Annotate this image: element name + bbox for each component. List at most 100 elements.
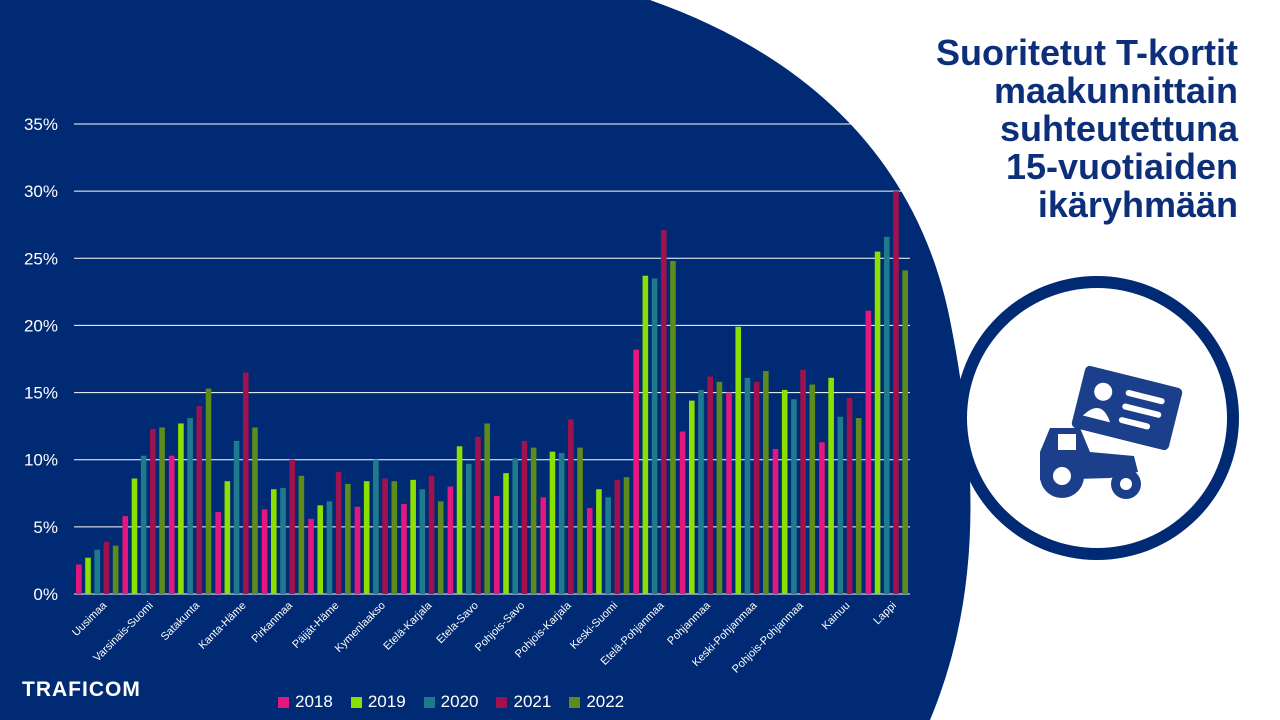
- bar-2019: [642, 275, 649, 594]
- y-tick-label: 10%: [24, 451, 58, 470]
- bar-2019: [317, 505, 324, 594]
- bar-2020: [698, 389, 704, 594]
- bar-2021: [846, 397, 853, 594]
- bar-2020: [373, 459, 379, 594]
- bar-2021: [289, 459, 295, 594]
- bar-2021: [614, 479, 621, 594]
- bar-2021: [428, 475, 435, 594]
- bar-2022: [159, 427, 165, 594]
- title-line: Suoritetut T-kortit: [936, 32, 1238, 73]
- bar-2021: [568, 419, 574, 594]
- bar-2021: [707, 376, 713, 594]
- bar-2022: [716, 381, 723, 594]
- bar-2018: [865, 310, 872, 594]
- bar-2019: [271, 489, 277, 594]
- title-line: maakunnittain: [993, 70, 1238, 111]
- title-line: 15-vuotiaiden: [1005, 146, 1238, 187]
- bar-2022: [530, 447, 537, 594]
- bar-2019: [781, 389, 788, 594]
- x-tick-label: Etela-Savo: [434, 600, 481, 647]
- bar-2019: [874, 251, 881, 595]
- bar-2021: [242, 372, 249, 594]
- bar-2020: [512, 458, 519, 594]
- y-tick-label: 25%: [24, 249, 58, 268]
- bar-2019: [689, 400, 695, 594]
- legend-item: 2022: [569, 692, 624, 712]
- legend: 2018 2019 2020 2021 2022: [278, 692, 624, 712]
- bar-2019: [828, 377, 834, 594]
- legend-swatch: [350, 696, 362, 708]
- bar-2022: [484, 423, 490, 594]
- bar-2022: [670, 260, 676, 594]
- bar-2022: [809, 384, 816, 594]
- legend-item: 2020: [423, 692, 478, 712]
- bar-2018: [494, 495, 500, 594]
- legend-swatch: [569, 696, 581, 708]
- bar-2020: [744, 377, 751, 594]
- legend-label: 2018: [295, 692, 333, 711]
- bar-2022: [855, 418, 862, 594]
- bar-2020: [791, 399, 797, 594]
- x-tick-label: Päijät-Häme: [290, 600, 341, 651]
- bar-2022: [763, 371, 769, 594]
- x-tick-label: Satakunta: [159, 599, 203, 643]
- bar-2021: [196, 406, 203, 594]
- bar-2022: [345, 483, 351, 594]
- bar-2022: [252, 427, 258, 594]
- y-tick-label: 20%: [24, 316, 58, 335]
- bar-2021: [893, 191, 899, 594]
- bar-2018: [215, 512, 221, 594]
- bar-2021: [475, 436, 481, 594]
- title-line: suhteutettuna: [1000, 108, 1238, 149]
- bar-2021: [660, 230, 667, 595]
- bar-2018: [540, 497, 547, 594]
- legend-label: 2019: [367, 692, 406, 711]
- bar-2022: [577, 447, 583, 594]
- bar-2018: [76, 564, 82, 594]
- tractor-icon: [1040, 428, 1141, 499]
- bar-2021: [150, 428, 156, 594]
- bar-2022: [298, 475, 305, 594]
- legend-item: 2018: [278, 692, 333, 712]
- legend-swatch: [423, 696, 435, 708]
- y-tick-label: 0%: [33, 585, 58, 604]
- bar-2019: [85, 557, 91, 594]
- y-tick-label: 35%: [24, 115, 58, 134]
- bar-2018: [679, 431, 686, 594]
- y-tick-label: 5%: [33, 518, 58, 537]
- bar-2020: [465, 463, 472, 594]
- bar-2020: [419, 489, 426, 594]
- bar-2019: [735, 326, 742, 594]
- bar-2019: [178, 423, 184, 594]
- bar-2020: [837, 416, 844, 594]
- bar-2021: [103, 541, 110, 594]
- bar-2018: [308, 518, 314, 594]
- bar-2020: [605, 497, 611, 594]
- bar-2018: [772, 448, 779, 594]
- legend-label: 2021: [513, 692, 552, 711]
- bar-2018: [122, 516, 129, 594]
- bar-2020: [187, 418, 193, 594]
- bar-2018: [447, 486, 454, 594]
- bar-2022: [437, 501, 444, 594]
- y-tick-label: 30%: [24, 182, 58, 201]
- x-tick-label: Uusimaa: [70, 599, 110, 639]
- legend-swatch: [278, 696, 289, 708]
- bar-2018: [819, 442, 825, 594]
- title-line: ikäryhmään: [1037, 184, 1238, 225]
- bar-2018: [168, 455, 175, 594]
- legend-label: 2022: [586, 692, 625, 711]
- bar-2021: [753, 381, 760, 594]
- bar-2018: [401, 504, 407, 594]
- bar-2022: [112, 545, 119, 594]
- bar-2018: [261, 509, 268, 594]
- bar-2018: [586, 508, 593, 594]
- x-tick-label: Kanta-Häme: [197, 600, 249, 652]
- bar-2021: [335, 471, 342, 594]
- bar-2022: [205, 388, 212, 594]
- traficom-logo: TRAFICOM: [22, 678, 141, 701]
- chart-title: Suoritetut T-kortit maakunnittain suhteu…: [818, 34, 1238, 224]
- bar-2018: [354, 506, 361, 594]
- bar-2022: [902, 270, 908, 594]
